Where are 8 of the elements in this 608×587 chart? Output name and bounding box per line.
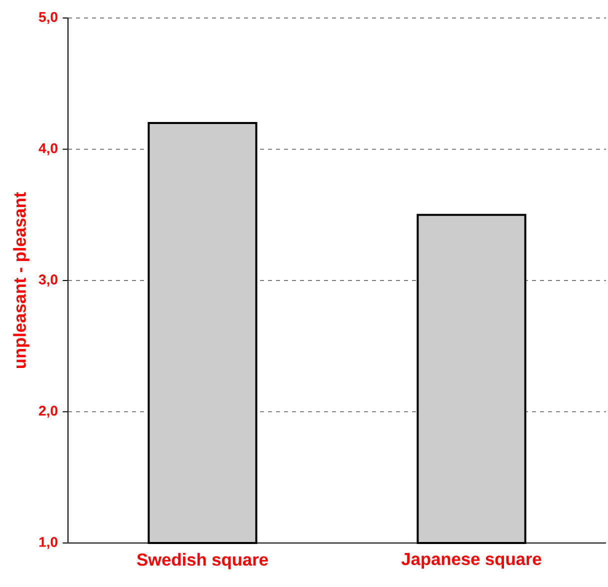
x-tick-label: Japanese square	[401, 553, 542, 569]
y-tick-label: 3,0	[38, 274, 58, 286]
y-tick-label: 2,0	[38, 406, 58, 418]
y-tick-label: 5,0	[38, 12, 58, 24]
y-tick-label: 4,0	[38, 143, 58, 156]
y-tick-label: 1,0	[39, 537, 58, 549]
x-tick-label: Swedish square	[137, 553, 268, 570]
y-axis-title: unpleasant - pleasant	[13, 192, 30, 368]
